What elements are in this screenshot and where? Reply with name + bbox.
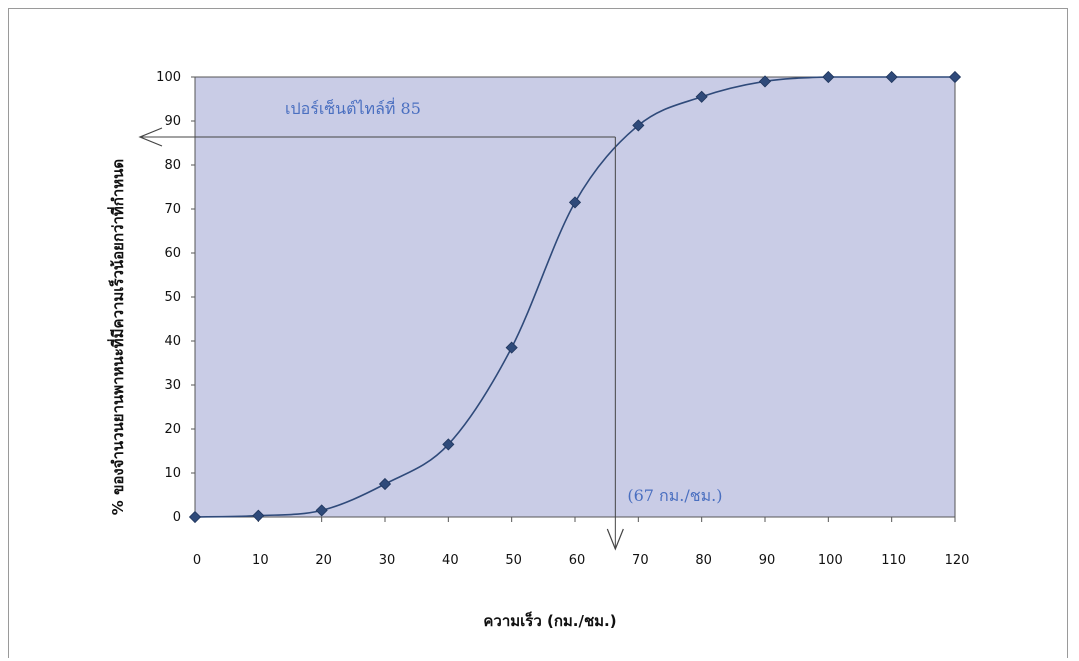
speed-annotation: (67 กม./ชม.) bbox=[627, 486, 722, 505]
data-point-marker bbox=[378, 477, 392, 491]
data-point-marker bbox=[948, 70, 962, 84]
y-tick-label: 70 bbox=[164, 202, 181, 217]
percentile-annotation: เปอร์เซ็นต์ไทล์ที่ 85 bbox=[285, 97, 421, 118]
x-tick-label: 70 bbox=[632, 553, 649, 568]
x-tick-labels: 0 10 20 30 40 50 60 70 80 90 100 110 120 bbox=[193, 517, 970, 568]
data-point-marker bbox=[632, 119, 645, 132]
x-tick-label: 10 bbox=[252, 553, 269, 568]
chart-frame bbox=[8, 8, 1068, 658]
x-tick-label: 40 bbox=[442, 553, 459, 568]
data-point-marker bbox=[442, 438, 455, 451]
y-tick-label: 50 bbox=[164, 290, 181, 305]
data-point-marker bbox=[505, 341, 518, 354]
x-tick-label: 100 bbox=[818, 553, 843, 568]
data-point-marker bbox=[188, 510, 202, 524]
data-point-marker bbox=[885, 70, 898, 84]
y-tick-label: 40 bbox=[164, 334, 181, 349]
x-tick-label: 90 bbox=[759, 553, 776, 568]
y-tick-label: 20 bbox=[164, 422, 181, 437]
data-point-marker bbox=[758, 75, 772, 88]
x-tick-label: 0 bbox=[193, 553, 201, 568]
percentile-arrow-icon bbox=[138, 127, 163, 147]
y-tick-label: 90 bbox=[164, 114, 181, 129]
y-tick-label: 30 bbox=[164, 378, 181, 393]
y-tick-label: 10 bbox=[164, 466, 181, 481]
y-tick-labels: 0 10 20 30 40 50 60 70 80 90 100 bbox=[156, 70, 195, 525]
x-tick-label: 30 bbox=[379, 553, 396, 568]
speed-arrow-icon bbox=[606, 528, 624, 551]
x-tick-label: 50 bbox=[505, 553, 522, 568]
data-markers bbox=[188, 70, 962, 524]
x-tick-label: 80 bbox=[695, 553, 712, 568]
data-point-marker bbox=[822, 70, 835, 84]
y-tick-label: 100 bbox=[156, 70, 181, 85]
x-tick-label: 20 bbox=[315, 553, 332, 568]
data-point-marker bbox=[695, 90, 708, 103]
x-tick-label: 120 bbox=[945, 553, 970, 568]
data-point-marker bbox=[252, 509, 265, 522]
data-point-marker bbox=[568, 196, 582, 209]
x-tick-label: 60 bbox=[569, 553, 586, 568]
data-point-marker bbox=[315, 504, 328, 517]
plot-area bbox=[194, 76, 956, 518]
y-tick-label: 0 bbox=[173, 510, 181, 525]
x-axis-label: ความเร็ว (กม./ชม.) bbox=[483, 611, 616, 630]
x-tick-label: 110 bbox=[881, 553, 906, 568]
y-axis-label: % ของจำนวนยานพาหนะที่มีความเร็วน้อยกว่าท… bbox=[107, 159, 127, 515]
y-tick-label: 60 bbox=[164, 246, 181, 261]
y-tick-label: 80 bbox=[164, 158, 181, 173]
